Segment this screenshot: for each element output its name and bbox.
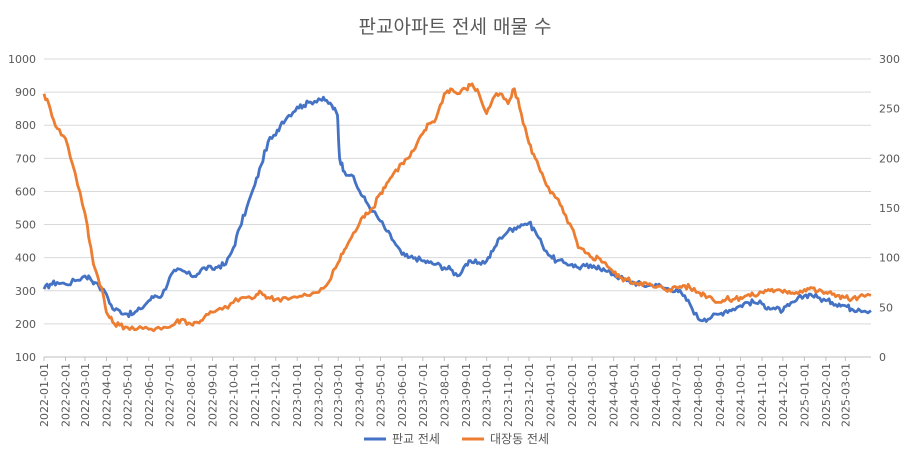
right-tick-label: 250 [879, 103, 900, 116]
x-axis-ticks: 2022-01-01 2022-02-01 2022-03-01 2022-04-01… [38, 357, 852, 427]
series-layer [42, 82, 872, 333]
right-tick-label: 50 [879, 301, 893, 314]
x-tick-label: 2023-03-01 [332, 363, 345, 427]
left-tick-label: 600 [15, 185, 36, 198]
x-tick-label: 2022-01-01 [38, 363, 51, 427]
legend-label-daejang: 대장동 전세 [490, 432, 549, 446]
x-tick-label: 2023-08-01 [438, 363, 451, 427]
x-tick-label: 2023-05-01 [374, 363, 387, 427]
legend: 판교 전세 대장동 전세 [364, 432, 549, 446]
x-tick-label: 2025-02-01 [820, 363, 833, 427]
x-tick-label: 2024-05-01 [628, 363, 641, 427]
x-tick-label: 2024-07-01 [671, 363, 684, 427]
gridlines [44, 58, 871, 358]
x-tick-label: 2022-09-01 [207, 363, 220, 427]
x-tick-label: 2024-11-01 [756, 363, 769, 427]
x-tick-label: 2022-11-01 [249, 363, 262, 427]
left-tick-label: 500 [15, 219, 36, 232]
left-tick-label: 300 [15, 285, 36, 298]
x-tick-label: 2023-12-01 [523, 363, 536, 427]
legend-label-pangyo: 판교 전세 [392, 432, 440, 446]
x-tick-label: 2022-12-01 [270, 363, 283, 427]
x-tick-label: 2024-03-01 [586, 363, 599, 427]
x-tick-label: 2024-08-01 [692, 363, 705, 427]
x-tick-label: 2023-11-01 [502, 363, 515, 427]
x-tick-label: 2024-01-01 [544, 363, 557, 427]
left-tick-label: 100 [15, 351, 36, 364]
left-tick-label: 800 [15, 119, 36, 132]
x-tick-label: 2024-10-01 [735, 363, 748, 427]
x-tick-label: 2024-06-01 [650, 363, 663, 427]
x-tick-label: 2022-03-01 [79, 363, 92, 427]
x-tick-label: 2023-06-01 [396, 363, 409, 427]
x-tick-label: 2022-05-01 [121, 363, 134, 427]
left-tick-label: 1000 [8, 53, 36, 66]
right-tick-label: 300 [879, 53, 900, 66]
chart-title: 판교아파트 전세 매물 수 [359, 16, 552, 38]
right-tick-label: 0 [879, 351, 886, 364]
x-tick-label: 2025-01-01 [798, 363, 811, 427]
x-tick-label: 2024-02-01 [566, 363, 579, 427]
x-tick-label: 2024-04-01 [608, 363, 621, 427]
left-tick-label: 700 [15, 152, 36, 165]
x-tick-label: 2023-10-01 [481, 363, 494, 427]
x-tick-label: 2023-04-01 [354, 363, 367, 427]
x-tick-label: 2022-08-01 [185, 363, 198, 427]
right-axis-ticks: 0 50 100 150 200 250 300 [879, 53, 900, 364]
right-tick-label: 100 [879, 252, 900, 265]
x-tick-label: 2023-02-01 [313, 363, 326, 427]
x-tick-label: 2023-09-01 [460, 363, 473, 427]
series-line-1 [42, 82, 872, 333]
x-tick-label: 2023-07-01 [417, 363, 430, 427]
left-tick-label: 200 [15, 318, 36, 331]
left-tick-label: 400 [15, 252, 36, 265]
x-tick-label: 2022-06-01 [143, 363, 156, 427]
x-tick-label: 2024-12-01 [777, 363, 790, 427]
series-line-0 [42, 95, 872, 323]
right-tick-label: 200 [879, 152, 900, 165]
x-tick-label: 2022-04-01 [100, 363, 113, 427]
x-tick-label: 2024-09-01 [714, 363, 727, 427]
left-axis-ticks: 100 200 300 400 500 600 700 800 900 1000 [8, 53, 36, 364]
right-tick-label: 150 [879, 202, 900, 215]
x-tick-label: 2022-10-01 [227, 363, 240, 427]
x-tick-label: 2023-01-01 [291, 363, 304, 427]
x-tick-label: 2025-03-01 [839, 363, 852, 427]
x-tick-label: 2022-07-01 [164, 363, 177, 427]
left-tick-label: 900 [15, 86, 36, 99]
x-tick-label: 2022-02-01 [60, 363, 73, 427]
